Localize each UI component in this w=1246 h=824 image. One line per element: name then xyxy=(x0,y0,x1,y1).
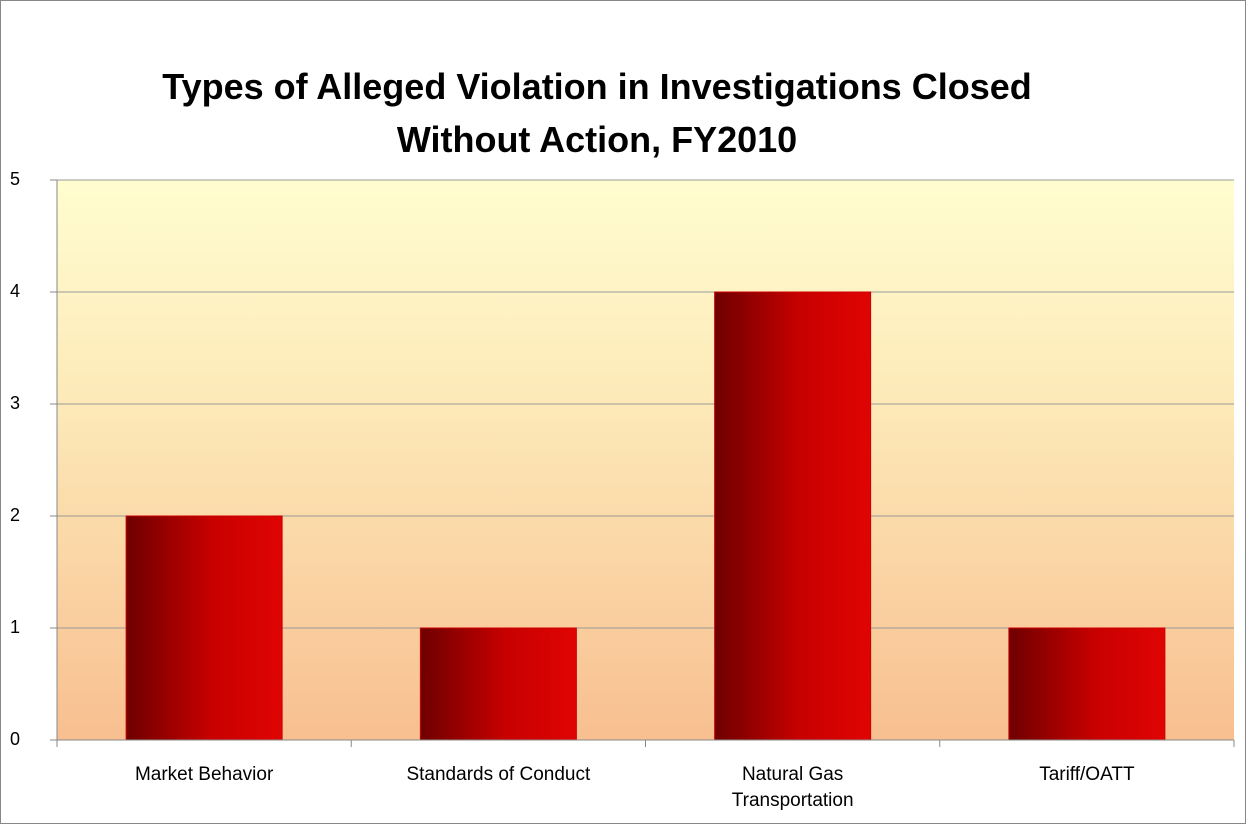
y-tick-label: 1 xyxy=(10,617,20,637)
x-tick-label: Market Behavior xyxy=(134,764,274,785)
bar xyxy=(419,627,577,741)
x-tick-label: Tariff/OATT xyxy=(1039,764,1135,785)
x-tick-label: Standards of Conduct xyxy=(406,764,591,785)
bar xyxy=(714,291,872,741)
bar xyxy=(1008,627,1166,741)
chart-title: Types of Alleged Violation in Investigat… xyxy=(162,66,1032,160)
bar xyxy=(125,515,283,741)
y-tick-label: 2 xyxy=(10,505,20,525)
x-tick-label: Natural Gas Transportation xyxy=(731,764,854,811)
y-tick-label: 3 xyxy=(10,393,20,413)
y-tick-label: 5 xyxy=(10,169,20,189)
y-tick-label: 4 xyxy=(10,281,20,301)
y-tick-label: 0 xyxy=(10,729,20,749)
